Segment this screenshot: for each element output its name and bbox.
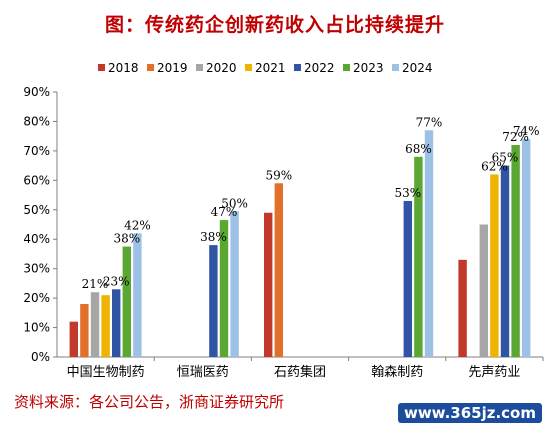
- data-label: 21%: [82, 277, 109, 291]
- data-label: 50%: [221, 196, 248, 210]
- y-tick-label: 80%: [23, 114, 50, 128]
- x-tick-label: 翰森制药: [371, 365, 423, 380]
- bar-2024: [522, 139, 531, 357]
- bar-2023: [122, 246, 131, 357]
- bar-2020: [90, 292, 100, 357]
- bar-2019: [274, 183, 283, 357]
- data-label: 42%: [124, 218, 151, 232]
- data-label: 72%: [502, 130, 529, 144]
- legend-swatch-2021: [245, 64, 252, 71]
- x-tick-label: 中国生物制药: [67, 365, 145, 380]
- y-tick-label: 20%: [23, 291, 50, 305]
- y-tick-label: 50%: [23, 203, 50, 217]
- y-tick-label: 90%: [23, 85, 50, 99]
- source-note: 资料来源：各公司公告，浙商证券研究所: [14, 393, 285, 411]
- y-tick-label: 0%: [31, 350, 50, 364]
- legend-swatch-2020: [196, 64, 203, 71]
- chart-title: 图：传统药企创新药收入占比持续提升: [104, 14, 445, 36]
- bar-2024: [230, 211, 239, 357]
- bar-2022: [209, 245, 218, 357]
- legend-label-2018: 2018: [108, 61, 139, 75]
- data-label: 47%: [211, 205, 238, 219]
- bar-2018: [264, 212, 273, 357]
- legend-label-2019: 2019: [157, 61, 188, 75]
- bar-2018: [458, 259, 467, 357]
- bar-2022: [403, 200, 412, 357]
- legend-label-2021: 2021: [255, 61, 286, 75]
- y-tick-label: 70%: [23, 144, 50, 158]
- x-tick-label: 恒瑞医药: [177, 365, 229, 380]
- legend-swatch-2018: [98, 64, 105, 71]
- data-label: 53%: [394, 186, 421, 200]
- data-label: 38%: [113, 232, 140, 246]
- data-label: 38%: [200, 230, 227, 244]
- watermark: www.365jz.com: [397, 403, 542, 423]
- legend-swatch-2019: [147, 64, 154, 71]
- bar-2023: [219, 220, 229, 357]
- data-label: 23%: [103, 274, 130, 288]
- bar-2023: [414, 156, 423, 357]
- bar-2021: [101, 295, 110, 357]
- y-tick-label: 60%: [23, 173, 50, 187]
- data-label: 68%: [405, 142, 432, 156]
- bar-2022: [500, 165, 510, 357]
- legend-label-2020: 2020: [206, 61, 237, 75]
- legend-swatch-2024: [392, 64, 399, 71]
- data-label: 59%: [265, 168, 292, 182]
- bar-2019: [80, 304, 89, 357]
- legend-swatch-2022: [294, 64, 301, 71]
- x-tick-label: 石药集团: [274, 364, 326, 380]
- y-tick-label: 40%: [23, 232, 50, 246]
- y-tick-label: 10%: [23, 321, 50, 335]
- data-label: 65%: [492, 151, 519, 165]
- data-label: 77%: [416, 115, 443, 129]
- bar-2023: [511, 145, 520, 357]
- bar-2024: [133, 233, 142, 357]
- y-tick-label: 30%: [23, 262, 50, 276]
- bar-2021: [490, 174, 499, 357]
- legend-label-2024: 2024: [402, 61, 433, 75]
- legend-label-2022: 2022: [304, 61, 335, 75]
- bar-2024: [424, 130, 434, 357]
- bar-2020: [479, 224, 488, 357]
- data-label: 62%: [481, 159, 508, 173]
- legend-swatch-2023: [343, 64, 350, 71]
- data-label: 74%: [513, 124, 540, 138]
- legend-label-2023: 2023: [353, 61, 384, 75]
- bar-2018: [69, 321, 78, 357]
- bar-2022: [112, 289, 121, 357]
- x-tick-label: 先声药业: [468, 365, 520, 380]
